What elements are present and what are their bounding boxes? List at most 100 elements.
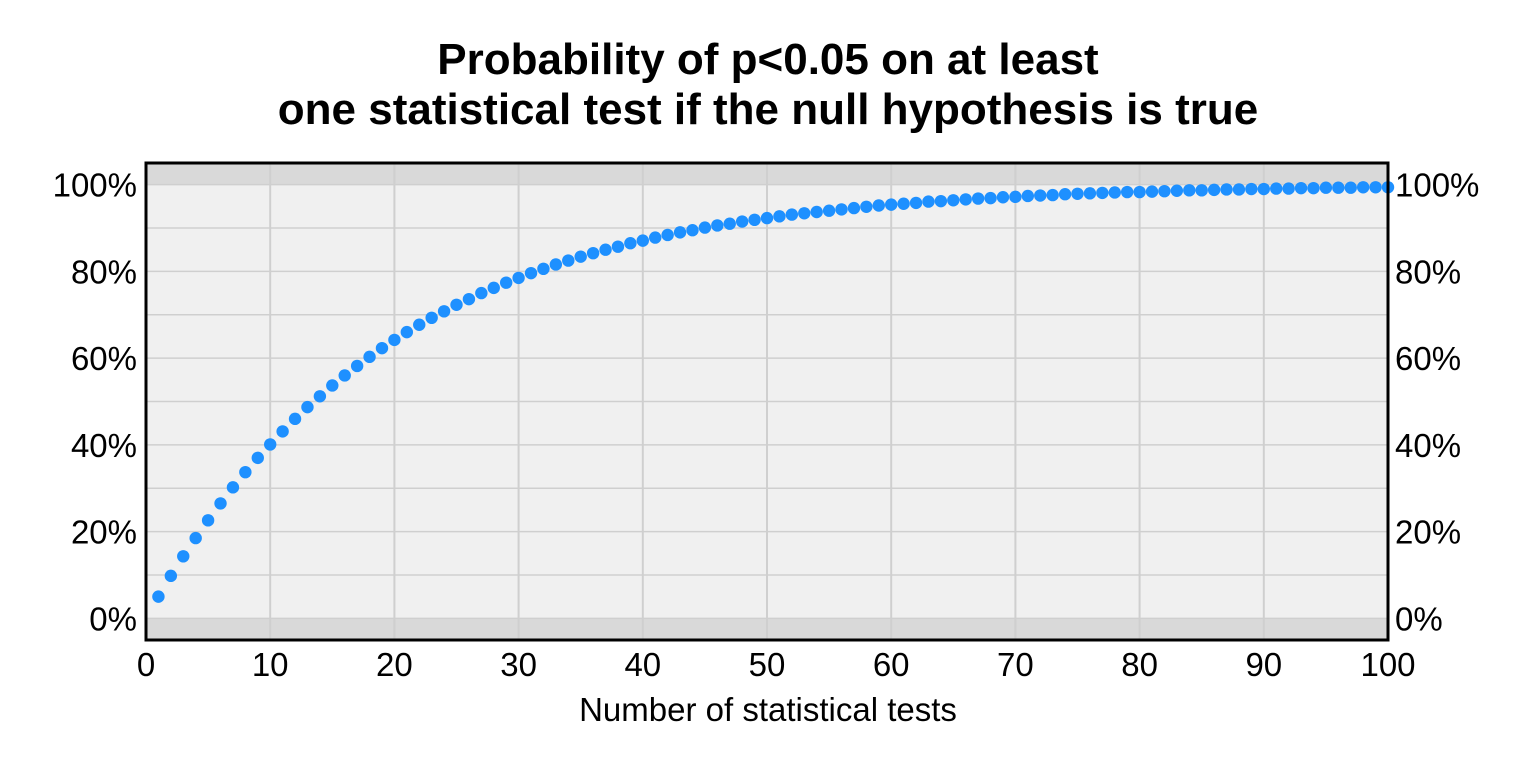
data-point <box>499 276 513 289</box>
data-point <box>698 221 712 234</box>
data-point <box>586 246 600 260</box>
data-point <box>487 281 500 295</box>
data-point <box>375 341 389 355</box>
data-point <box>1096 186 1109 200</box>
data-point <box>201 514 215 527</box>
data-point <box>686 224 699 237</box>
data-point <box>326 379 339 392</box>
data-point <box>388 333 401 347</box>
data-point <box>350 359 364 373</box>
data-point <box>984 191 997 205</box>
y-tick-label-left: 80% <box>71 253 137 290</box>
data-point <box>1021 189 1035 203</box>
tick-labels: 0% 0% 20% 20% 40% 40% 60% 60% 80% 80% 100% 100% 0 10 2… <box>53 167 1480 683</box>
chart-title: Probability of p<0.05 on at least <box>437 35 1099 84</box>
data-point <box>1034 189 1047 202</box>
x-tick-label: 0 <box>137 646 155 683</box>
data-point <box>437 305 451 318</box>
data-point <box>1133 185 1146 199</box>
data-point <box>1282 182 1295 195</box>
data-point <box>922 195 935 208</box>
data-point <box>363 350 376 364</box>
y-tick-label-right: 20% <box>1395 514 1461 551</box>
x-tick-label: 100 <box>1360 646 1415 683</box>
data-point <box>1344 181 1357 194</box>
data-point <box>239 465 252 479</box>
data-point <box>909 196 923 210</box>
data-point <box>872 199 885 212</box>
data-point <box>860 200 873 213</box>
data-point <box>214 497 227 510</box>
y-tick-label-right: 80% <box>1395 253 1461 290</box>
y-tick-label-right: 0% <box>1395 600 1443 637</box>
data-point <box>897 197 910 210</box>
data-point <box>549 258 563 271</box>
y-tick-label-left: 0% <box>89 600 137 637</box>
x-tick-label: 70 <box>997 646 1034 683</box>
x-tick-label: 60 <box>873 646 910 683</box>
data-point <box>413 318 426 331</box>
data-points <box>152 181 1395 603</box>
y-tick-label-left: 40% <box>71 427 137 464</box>
y-tick-label-right: 40% <box>1395 427 1461 464</box>
data-point <box>1369 181 1382 194</box>
y-tick-label-left: 60% <box>71 340 137 377</box>
data-point <box>475 286 488 300</box>
data-point <box>226 481 240 494</box>
x-tick-label: 90 <box>1245 646 1282 683</box>
data-point <box>785 208 799 221</box>
x-tick-label: 10 <box>252 646 289 683</box>
data-point <box>810 205 823 219</box>
data-point <box>673 226 687 239</box>
data-point <box>1207 183 1221 197</box>
x-tick-label: 30 <box>500 646 537 683</box>
data-point <box>562 254 575 267</box>
y-tick-label-left: 20% <box>71 514 137 551</box>
data-point <box>338 369 351 382</box>
data-point <box>1307 181 1320 195</box>
data-point <box>276 425 289 438</box>
data-point <box>1270 182 1283 195</box>
data-point <box>661 228 674 242</box>
data-point <box>251 451 264 465</box>
data-point <box>599 243 612 256</box>
data-point <box>1009 190 1022 204</box>
data-point <box>152 590 165 603</box>
data-point <box>624 237 637 250</box>
data-point <box>934 194 948 208</box>
data-point <box>574 250 587 263</box>
data-point <box>996 191 1010 204</box>
data-point <box>959 193 972 206</box>
data-point <box>1294 181 1308 195</box>
x-tick-label: 80 <box>1121 646 1158 683</box>
grid <box>146 163 1388 640</box>
data-point <box>1108 186 1121 199</box>
data-point <box>611 240 625 253</box>
data-point <box>1083 187 1097 200</box>
data-point <box>822 204 836 217</box>
data-point <box>735 215 749 228</box>
data-point <box>462 292 476 306</box>
x-tick-label: 40 <box>624 646 661 683</box>
data-point <box>1245 182 1258 196</box>
data-point <box>189 531 202 545</box>
x-tick-label: 50 <box>749 646 786 683</box>
data-point <box>425 311 438 325</box>
data-point <box>885 198 898 211</box>
data-point <box>1356 181 1370 194</box>
data-point <box>1071 187 1084 200</box>
data-point <box>313 390 327 403</box>
data-point <box>798 207 811 220</box>
data-point <box>1232 183 1246 196</box>
data-point <box>288 412 302 426</box>
data-point <box>748 213 761 227</box>
x-axis-label: Number of statistical tests <box>579 691 957 728</box>
data-point <box>971 192 985 205</box>
chart-subtitle: one statistical test if the null hypothe… <box>278 85 1258 134</box>
data-point <box>1158 184 1171 198</box>
x-tick-label: 20 <box>376 646 413 683</box>
data-point <box>264 438 277 451</box>
data-point <box>512 271 525 285</box>
data-point <box>773 210 786 223</box>
